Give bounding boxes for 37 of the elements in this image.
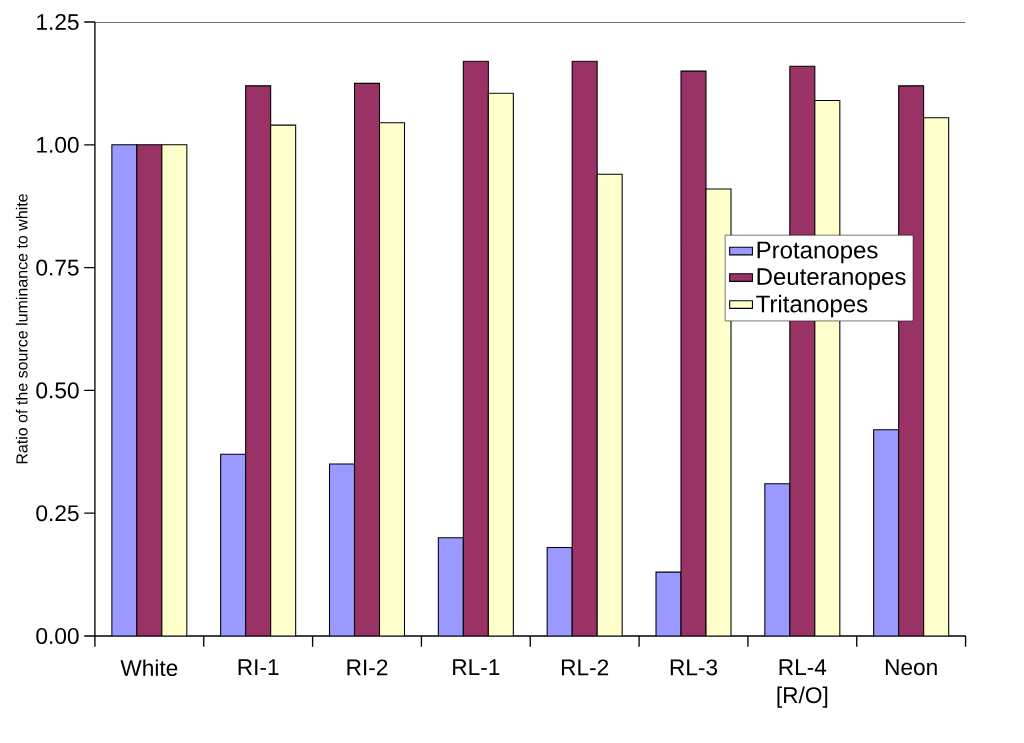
y-axis-title: Ratio of the source luminance to white (15, 194, 28, 464)
legend-label: Protanopes (757, 241, 878, 264)
bar (136, 144, 163, 636)
bar (328, 463, 356, 636)
x-tick-label: RL-2 (561, 659, 609, 676)
bar (764, 483, 791, 636)
y-tick-label: 0.50 (36, 382, 79, 399)
x-tick-label: White (120, 659, 178, 677)
legend-label: Tritanopes (756, 294, 868, 318)
bar (571, 60, 598, 636)
legend-label: Deuteranopes (757, 268, 906, 290)
bar (462, 60, 489, 636)
y-tick-label: 1.25 (37, 13, 79, 31)
x-tick-label: Neon (885, 659, 937, 676)
x-tick-label: RL-4 [R/O] (777, 659, 828, 708)
y-tick-label: 0.75 (36, 259, 79, 276)
bar (220, 453, 247, 636)
bar (680, 70, 707, 636)
y-tick-label: 0.00 (36, 627, 79, 645)
bar (596, 173, 623, 636)
bar (270, 124, 297, 636)
bar (437, 537, 464, 636)
x-tick-label: RI-1 (238, 659, 279, 675)
bar (873, 429, 900, 636)
bar (487, 92, 514, 636)
bar (378, 122, 406, 636)
bar (546, 547, 573, 636)
bar (111, 144, 138, 636)
bar (245, 85, 272, 636)
bar (161, 144, 188, 636)
y-tick-label: 0.25 (36, 505, 79, 522)
bar (923, 117, 950, 636)
x-tick-label: RI-2 (347, 659, 388, 676)
x-tick-label: RL-1 (453, 659, 500, 675)
x-tick-label: RL-3 (670, 659, 718, 676)
bar (353, 82, 381, 636)
y-tick-label: 1.00 (37, 136, 79, 153)
